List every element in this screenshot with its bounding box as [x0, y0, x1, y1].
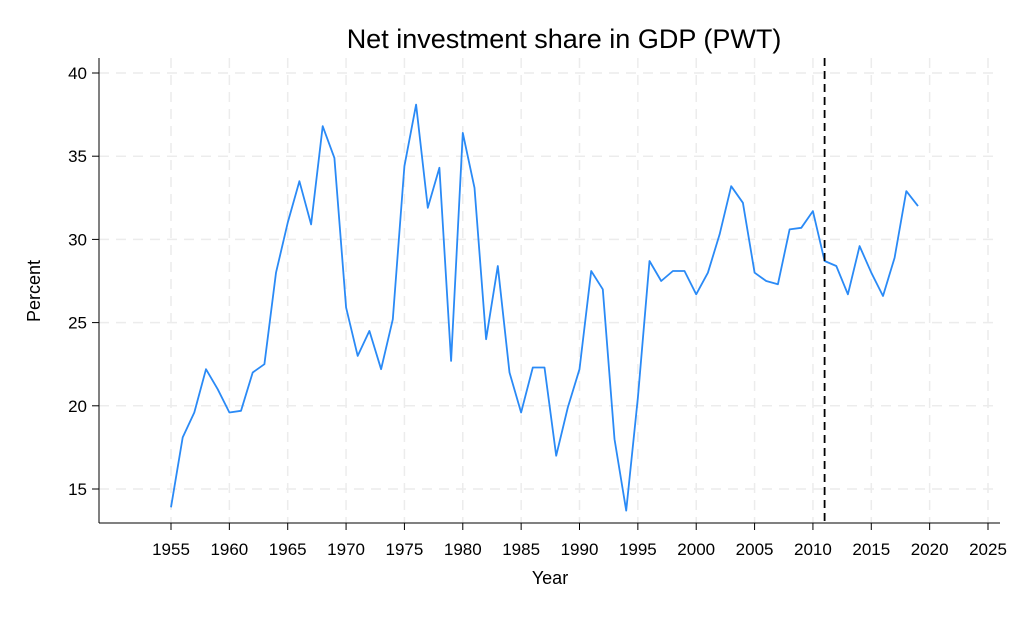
x-tick-label: 1995: [619, 540, 657, 559]
y-tick-label: 35: [68, 147, 87, 166]
x-tick-label: 2015: [852, 540, 890, 559]
grid: [99, 58, 1000, 523]
x-tick-label: 2010: [794, 540, 832, 559]
x-tick-label: 1980: [444, 540, 482, 559]
x-axis-label: Year: [532, 568, 568, 588]
y-axis-label: Percent: [24, 260, 44, 322]
x-tick-label: 1955: [152, 540, 190, 559]
x-tick-label: 1965: [269, 540, 307, 559]
x-tick-label: 2005: [736, 540, 774, 559]
chart-title: Net investment share in GDP (PWT): [347, 24, 782, 54]
x-tick-label: 2000: [677, 540, 715, 559]
y-tick-label: 15: [68, 480, 87, 499]
x-tick-label: 1985: [502, 540, 540, 559]
x-tick-label: 2020: [911, 540, 949, 559]
x-tick-label: 2025: [969, 540, 1007, 559]
x-tick-label: 1975: [386, 540, 424, 559]
x-tick-label: 1990: [561, 540, 599, 559]
x-tick-label: 1970: [327, 540, 365, 559]
x-tick-label: 1960: [210, 540, 248, 559]
ticks: 1955 1960 1965 1970 1975 1980 1985 1990 1995 2000…: [68, 64, 1007, 559]
y-tick-label: 40: [68, 64, 87, 83]
y-tick-label: 25: [68, 314, 87, 333]
axes: [98, 58, 1000, 524]
y-tick-label: 30: [68, 230, 87, 249]
y-tick-label: 20: [68, 397, 87, 416]
series-line: [170, 103, 919, 512]
